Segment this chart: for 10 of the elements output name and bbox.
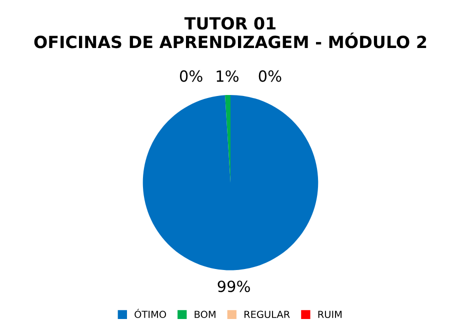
text: 0% (180, 70, 202, 82)
text: 0% (258, 70, 282, 82)
legend-label: RUIM (318, 310, 342, 318)
chart-title: TUTOR 01 OFICINAS DE APRENDIZAGEM - MÓDULO 2 (34, 17, 426, 48)
legend-label: REGULAR (244, 310, 290, 318)
data-label: 1% (216, 70, 238, 82)
legend-label: BOM (194, 310, 216, 318)
data-label: 99% (218, 280, 250, 292)
pie-slice (142, 94, 318, 270)
legend-label: ÓTIMO (134, 308, 166, 318)
